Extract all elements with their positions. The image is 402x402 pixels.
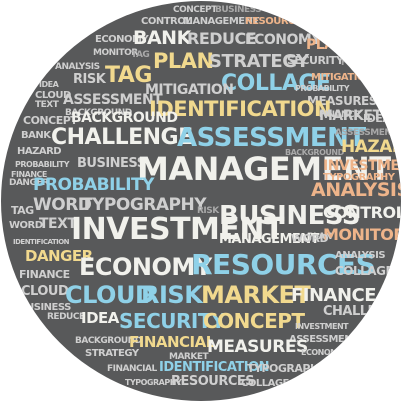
word: DANGER [9, 178, 49, 188]
word: BACKGROUND [71, 110, 178, 126]
word: SECURITY [287, 54, 344, 67]
word: PLAN [153, 49, 214, 73]
word: FINANCE [19, 268, 70, 281]
word: MANAGEMENT [219, 232, 320, 247]
word: TAG [105, 63, 152, 88]
word: CONTROL [323, 203, 401, 222]
word: TYPOGRAPHY [125, 378, 182, 387]
word: PROBABILITY [33, 175, 154, 195]
word: INVESTMENT [323, 158, 401, 174]
word: ASSESSMENT [177, 123, 366, 153]
word: MARKET [201, 281, 311, 309]
word: RISK [197, 206, 219, 216]
word: MITIGATION [311, 72, 373, 83]
word: TEXT [35, 100, 59, 110]
word: FINANCE [319, 110, 360, 120]
word: CLOUD [21, 284, 69, 299]
word: RISK [73, 72, 106, 87]
word: MITIGATION [145, 82, 234, 98]
word: ANALYSIS [335, 250, 386, 261]
word: CONCEPT [203, 309, 305, 333]
word: COLLAGE [335, 264, 394, 278]
word: CONCEPT [173, 5, 217, 15]
word: MANAGEMENT [183, 16, 259, 27]
word: ASSESSMENT [289, 334, 359, 345]
word: DANGER [25, 247, 93, 265]
word: HAZARD [17, 146, 62, 157]
word: BUSINESS [215, 5, 262, 15]
word: MEASURES [207, 337, 308, 357]
word: ANALYSIS [311, 179, 401, 201]
word: BUSINESS [77, 156, 146, 171]
word: SECURITY [119, 309, 225, 333]
word: ASSESSMENT [63, 92, 163, 108]
word: BACKGROUND [75, 336, 142, 346]
word: BUSINESS [19, 302, 71, 313]
word: PROBABILITY [15, 160, 70, 169]
word: MANAGEMENT [137, 150, 391, 188]
word: WORD [33, 195, 92, 215]
word: TYPOGRAPHY [81, 195, 207, 215]
word: PLAN [306, 37, 346, 53]
word: RESOURCES [245, 16, 308, 27]
word: CLOUD [35, 90, 71, 101]
word: CONCEPT [23, 114, 78, 127]
word: STRATEGY [209, 51, 309, 72]
word: STRATEGY [85, 348, 139, 359]
word: CHALLENGE [323, 304, 401, 319]
word: MONITOR [93, 48, 138, 58]
word: MONITOR [323, 225, 401, 244]
word: TAG [131, 50, 150, 60]
word: PROBABILITY [295, 84, 350, 93]
word: COLLAGE [241, 378, 289, 389]
word: INVESTMENT [71, 212, 284, 247]
word: REDUCE [187, 29, 257, 48]
word: FINANCIAL [129, 333, 215, 351]
word: ECONOMY [301, 348, 343, 357]
word: REDUCE [47, 312, 85, 322]
word: WORD [9, 220, 43, 231]
word: BUSINESS [219, 201, 361, 231]
word: TEXT [39, 216, 77, 232]
word: MARKET [169, 352, 209, 362]
word: MEASURES [307, 94, 377, 108]
word: TAG [11, 204, 34, 217]
word: RESOURCES [191, 248, 376, 281]
word: RISK [141, 281, 203, 309]
word: COLLAGE [221, 71, 331, 96]
word: WORD [291, 232, 329, 245]
word: BANK [21, 130, 51, 141]
word: FINANCE [11, 170, 47, 179]
word: BACKGROUND [65, 108, 132, 118]
word: CHALLENGE [51, 125, 193, 150]
word: FINANCE [291, 285, 377, 306]
word: CLOUD [65, 281, 155, 309]
word: TYPOGRAPHY [323, 172, 395, 183]
word: TYPOGRAPHY [247, 362, 327, 375]
word: RESOURCES [171, 374, 255, 389]
word: BANK [133, 27, 191, 49]
word: CONTROL [141, 16, 192, 27]
word: FINANCIAL [107, 364, 157, 374]
word: MARKET [319, 108, 382, 124]
word: ECONOMY [79, 253, 212, 281]
word: IDENTIFICATION [159, 360, 270, 375]
word: INVESTMENT [295, 322, 349, 331]
word: IDENTIFICATION [149, 97, 332, 121]
word: IDEA [39, 80, 59, 89]
word: BACKGROUND [285, 148, 344, 157]
word: IDEA [81, 309, 119, 327]
word: ECONOMY [245, 32, 321, 48]
word: IDEA [363, 112, 391, 125]
word: HAZARD [341, 137, 401, 157]
word: PLAN [307, 232, 332, 242]
word: ASSESSMENT [335, 128, 398, 138]
word: ANALYSIS [55, 62, 100, 72]
word: FINANCIAL [341, 58, 391, 68]
word: IDENTIFICATION [13, 238, 70, 246]
word: ECONOMY [95, 34, 149, 45]
